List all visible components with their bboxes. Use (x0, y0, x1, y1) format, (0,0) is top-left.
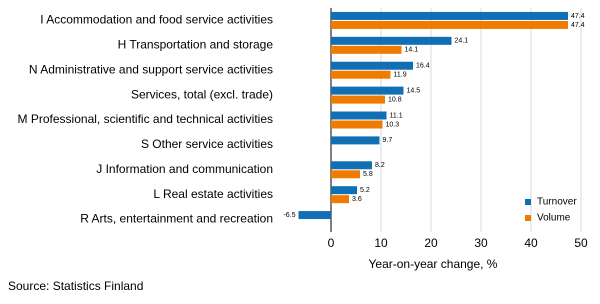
value-label: 10.3 (386, 121, 400, 128)
bar (331, 36, 452, 45)
x-tick-label: 0 (328, 236, 335, 250)
legend-swatch (525, 215, 531, 221)
value-label: 47.4 (571, 22, 585, 29)
value-label: 9.7 (383, 137, 393, 144)
value-label: 11.9 (394, 72, 407, 79)
x-tick-label: 50 (574, 236, 588, 250)
y-tick-label: H Transportation and storage (118, 38, 274, 52)
y-tick-label: M Professional, scientific and technical… (18, 112, 273, 126)
bar (331, 186, 357, 195)
y-tick-label: L Real estate activities (153, 187, 273, 201)
bar (331, 61, 413, 70)
bar (331, 111, 387, 120)
value-label: 3.6 (352, 196, 362, 203)
y-tick-label: I Accommodation and food service activit… (40, 13, 273, 27)
y-tick-label: R Arts, entertainment and recreation (80, 212, 273, 226)
x-tick-label: 40 (524, 236, 538, 250)
x-axis-title: Year-on-year change, % (369, 257, 498, 271)
bar (331, 11, 568, 20)
y-tick-label: S Other service activities (141, 137, 273, 151)
bar (298, 211, 331, 220)
legend-label: Turnover (537, 197, 577, 208)
value-label: 24.1 (455, 38, 469, 45)
value-label: -6.5 (283, 212, 295, 219)
y-tick-label: J Information and communication (96, 162, 273, 176)
bar (331, 170, 360, 179)
value-label: 14.5 (407, 87, 421, 94)
value-label: 5.2 (360, 187, 370, 194)
source: Source: Statistics Finland (8, 279, 143, 293)
bar (331, 161, 372, 170)
y-tick-label: N Administrative and support service act… (29, 62, 273, 76)
value-label: 8.2 (375, 162, 385, 169)
legend-swatch (525, 199, 531, 205)
value-label: 47.4 (571, 13, 585, 20)
legend-label: Volume (537, 213, 571, 224)
value-label: 5.8 (363, 171, 373, 178)
x-tick-label: 20 (424, 236, 438, 250)
bar (331, 86, 404, 95)
x-tick-label: 10 (374, 236, 388, 250)
value-label: 11.1 (390, 112, 403, 119)
x-tick-label: 30 (474, 236, 488, 250)
value-label: 14.1 (405, 47, 419, 54)
bar (331, 70, 391, 79)
y-tick-label: Services, total (excl. trade) (131, 87, 273, 101)
bar (331, 120, 383, 129)
bar (331, 195, 349, 204)
bar (331, 95, 385, 104)
value-label: 16.4 (416, 63, 430, 70)
value-label: 10.8 (388, 96, 402, 103)
bar (331, 136, 380, 145)
bar (331, 20, 568, 29)
bar (331, 45, 402, 54)
